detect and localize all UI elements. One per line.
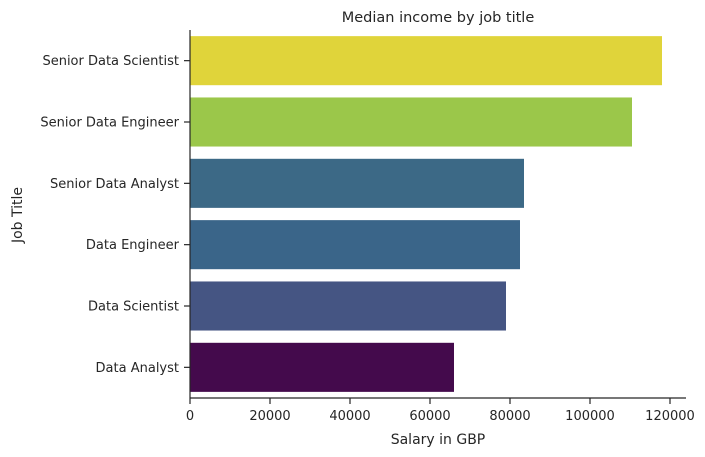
x-tick-label: 80000 [489,409,530,424]
x-tick-label: 0 [186,409,194,424]
bar-senior-data-engineer [190,97,632,147]
x-tick-label: 120000 [645,409,695,424]
y-tick-label: Data Engineer [86,238,180,253]
y-tick-label: Senior Data Engineer [40,116,179,131]
y-tick-label: Senior Data Analyst [50,177,179,192]
y-tick-label: Senior Data Scientist [42,54,179,69]
x-tick-label: 20000 [249,409,290,424]
x-tick-label: 100000 [565,409,615,424]
y-tick-label: Data Analyst [96,361,179,376]
y-tick-label: Data Scientist [88,300,179,315]
x-tick-label: 40000 [329,409,370,424]
x-axis-label: Salary in GBP [391,432,486,448]
bar-data-scientist [190,281,506,331]
bar-data-engineer [190,220,520,270]
y-axis: Senior Data Scientist Senior Data Enginee… [40,30,191,398]
bar-data-analyst [190,342,454,392]
y-axis-label: Job Title [10,187,26,244]
chart-title: Median income by job title [342,10,535,26]
bars-group [190,36,662,392]
bar-senior-data-analyst [190,158,524,208]
x-axis: 0 20000 40000 60000 80000 100000 120000 [186,397,695,424]
bar-senior-data-scientist [190,36,662,86]
x-tick-label: 60000 [409,409,450,424]
